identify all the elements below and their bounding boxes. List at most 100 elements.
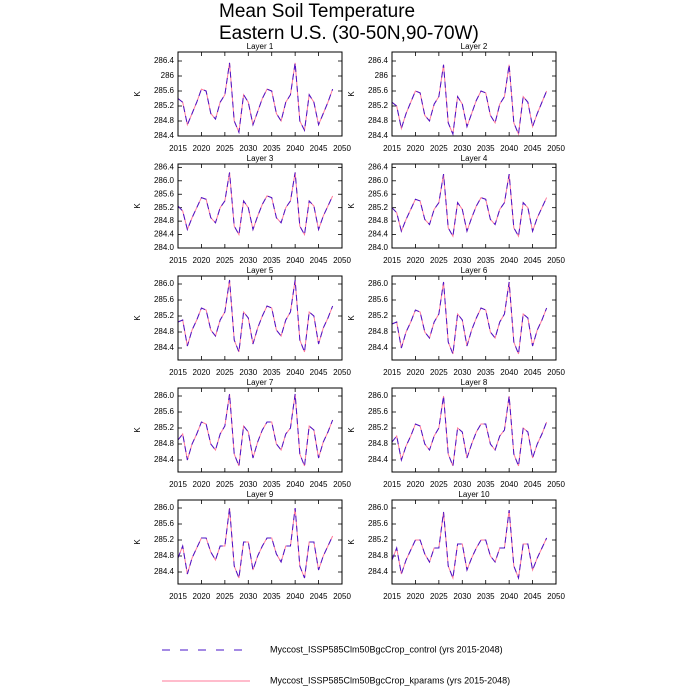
y-tick-label: 284.8 <box>154 327 175 336</box>
panel-title: Layer 7 <box>247 378 274 387</box>
y-tick-label: 285.6 <box>368 295 389 304</box>
series-line <box>177 62 334 135</box>
y-tick-label: 284.8 <box>368 439 389 448</box>
y-tick-label: 284.4 <box>368 455 389 464</box>
x-tick-label: 2030 <box>239 256 257 265</box>
series-line <box>177 507 334 579</box>
x-tick-label: 2050 <box>547 144 565 153</box>
y-tick-label: 285.2 <box>154 101 175 110</box>
x-tick-label: 2015 <box>169 592 187 601</box>
y-tick-label: 285.2 <box>368 203 389 212</box>
x-tick-label: 2040 <box>500 144 518 153</box>
y-tick-label: 286 <box>375 71 389 80</box>
x-tick-label: 2020 <box>193 144 211 153</box>
x-tick-label: 2045 <box>524 592 542 601</box>
y-tick-label: 284.8 <box>154 551 175 560</box>
panel-title: Layer 3 <box>247 154 274 163</box>
x-tick-label: 2040 <box>500 480 518 489</box>
y-tick-label: 286.0 <box>154 176 175 185</box>
x-tick-label: 2050 <box>547 592 565 601</box>
y-tick-label: 285.6 <box>154 407 175 416</box>
panel-title: Layer 10 <box>458 490 490 499</box>
series-line <box>177 172 334 237</box>
y-axis-label: K <box>347 203 356 209</box>
x-tick-label: 2045 <box>310 144 328 153</box>
x-tick-label: 2020 <box>407 480 425 489</box>
figure-subtitle: Eastern U.S. (30-50N,90-70W) <box>219 23 479 44</box>
x-tick-label: 2040 <box>286 256 304 265</box>
x-tick-label: 2035 <box>477 144 495 153</box>
x-tick-label: 2015 <box>169 256 187 265</box>
x-tick-label: 2045 <box>310 592 328 601</box>
plot-frame <box>391 51 557 137</box>
y-tick-label: 284.4 <box>154 131 175 140</box>
plot-frame <box>391 163 557 249</box>
y-tick-label: 285.6 <box>154 189 175 198</box>
y-tick-label: 284.4 <box>154 567 175 576</box>
x-tick-label: 2030 <box>453 592 471 601</box>
series-line <box>391 281 548 355</box>
y-tick-label: 284.8 <box>154 216 175 225</box>
series-line <box>177 393 334 467</box>
y-axis-label: K <box>133 91 142 97</box>
x-tick-label: 2025 <box>430 144 448 153</box>
y-tick-label: 284.8 <box>368 116 389 125</box>
x-tick-label: 2020 <box>193 592 211 601</box>
x-tick-label: 2035 <box>263 256 281 265</box>
y-axis-label: K <box>347 427 356 433</box>
y-tick-label: 284.4 <box>368 131 389 140</box>
x-tick-label: 2035 <box>477 592 495 601</box>
x-tick-label: 2045 <box>524 144 542 153</box>
x-tick-label: 2030 <box>453 144 471 153</box>
x-tick-label: 2050 <box>333 256 351 265</box>
x-tick-label: 2025 <box>216 480 234 489</box>
y-tick-label: 285.2 <box>154 423 175 432</box>
x-tick-label: 2015 <box>383 144 401 153</box>
x-tick-label: 2025 <box>430 256 448 265</box>
series-line <box>177 279 334 353</box>
y-axis-label: K <box>347 315 356 321</box>
x-tick-label: 2050 <box>547 480 565 489</box>
x-tick-label: 2040 <box>500 368 518 377</box>
y-tick-label: 285.6 <box>368 189 389 198</box>
x-tick-label: 2020 <box>193 480 211 489</box>
panel-title: Layer 2 <box>461 42 488 51</box>
x-tick-label: 2040 <box>500 256 518 265</box>
x-tick-label: 2015 <box>169 480 187 489</box>
x-tick-label: 2045 <box>524 256 542 265</box>
x-tick-label: 2020 <box>407 592 425 601</box>
x-tick-label: 2020 <box>407 144 425 153</box>
series-line <box>177 172 334 237</box>
x-tick-label: 2025 <box>216 144 234 153</box>
y-tick-label: 284.4 <box>368 567 389 576</box>
x-tick-label: 2030 <box>453 256 471 265</box>
x-tick-label: 2020 <box>193 368 211 377</box>
x-tick-label: 2015 <box>383 368 401 377</box>
x-tick-label: 2025 <box>216 592 234 601</box>
plot-frame <box>177 275 343 361</box>
y-tick-label: 285.2 <box>368 311 389 320</box>
y-axis-label: K <box>133 315 142 321</box>
plot-frame <box>391 275 557 361</box>
x-tick-label: 2015 <box>169 368 187 377</box>
x-tick-label: 2040 <box>286 480 304 489</box>
y-tick-label: 286.0 <box>154 279 175 288</box>
y-tick-label: 284.0 <box>154 243 175 252</box>
x-tick-label: 2045 <box>310 368 328 377</box>
x-tick-label: 2030 <box>453 368 471 377</box>
plot-frame <box>177 163 343 249</box>
plot-frame <box>391 387 557 473</box>
y-axis-label: K <box>347 91 356 97</box>
y-tick-label: 285.6 <box>154 86 175 95</box>
panel-title: Layer 4 <box>461 154 488 163</box>
x-tick-label: 2040 <box>500 592 518 601</box>
x-tick-label: 2035 <box>477 480 495 489</box>
x-tick-label: 2050 <box>333 368 351 377</box>
x-tick-label: 2040 <box>286 368 304 377</box>
series-line <box>391 173 548 238</box>
y-tick-label: 284.8 <box>154 439 175 448</box>
series-line <box>391 395 548 467</box>
y-tick-label: 285.2 <box>154 203 175 212</box>
y-tick-label: 285.6 <box>368 407 389 416</box>
y-tick-label: 284.0 <box>368 243 389 252</box>
